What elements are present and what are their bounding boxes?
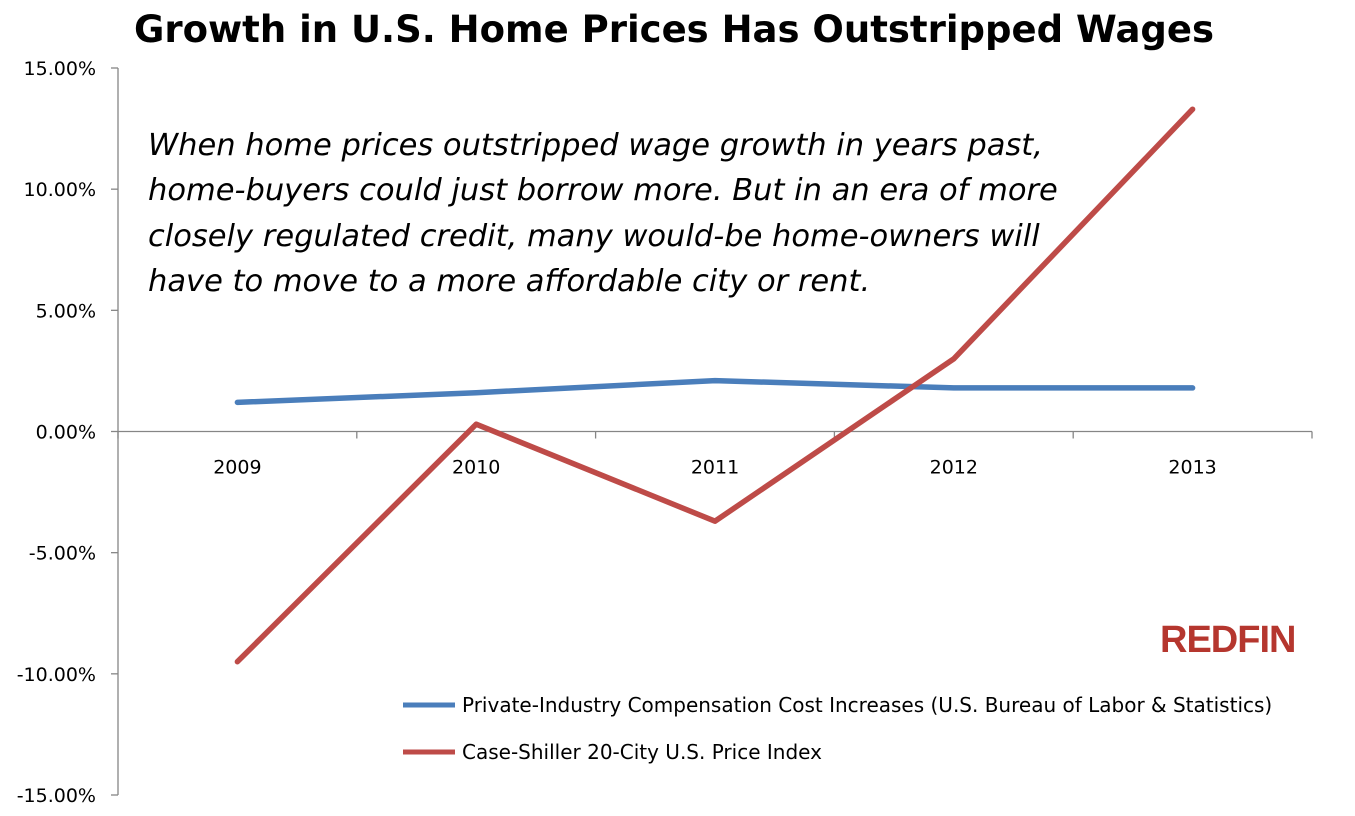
data-point: [712, 518, 718, 524]
data-point: [951, 385, 956, 391]
y-axis: 15.00% 10.00% 5.00% 0.00% -5.00% -10.00% -15.0…: [17, 58, 119, 807]
data-point: [474, 422, 479, 427]
y-tick-label: -15.00%: [17, 785, 96, 807]
annotation-line-2: home-buyers could just borrow more. But …: [148, 173, 1058, 208]
x-tick-label: 2010: [452, 457, 500, 479]
data-point: [235, 400, 240, 405]
legend-label-case-shiller: Case-Shiller 20-City U.S. Price Index: [462, 740, 822, 764]
y-tick-label: 15.00%: [24, 58, 96, 80]
data-point: [1190, 106, 1195, 112]
data-point: [1190, 385, 1195, 391]
y-tick-label: 10.00%: [24, 179, 96, 201]
data-point: [712, 378, 718, 383]
x-tick-label: 2009: [213, 457, 261, 479]
x-axis: 2009 2010 2011 2012 2013: [117, 430, 1313, 479]
legend-label-compensation: Private-Industry Compensation Cost Incre…: [462, 693, 1272, 717]
y-tick-label: 5.00%: [36, 300, 96, 322]
series-layer: [234, 106, 1196, 665]
chart-title: Growth in U.S. Home Prices Has Outstripp…: [134, 8, 1214, 51]
x-tick-label: 2012: [930, 457, 978, 479]
y-tick-label: -5.00%: [29, 543, 96, 565]
annotation-line-1: When home prices outstripped wage growth…: [148, 128, 1043, 163]
annotation-line-4: have to move to a more affordable city o…: [148, 264, 870, 299]
series-line-0: [234, 377, 1196, 406]
x-tick-label: 2013: [1168, 457, 1216, 479]
legend: Private-Industry Compensation Cost Incre…: [403, 693, 1272, 764]
data-point: [951, 356, 956, 361]
y-tick-label: 0.00%: [36, 422, 96, 444]
data-point: [474, 390, 479, 395]
redfin-logo: REDFIN: [1160, 619, 1296, 661]
annotation: When home prices outstripped wage growth…: [148, 128, 1058, 299]
y-tick-label: -10.00%: [17, 664, 96, 686]
x-tick-label: 2011: [691, 457, 739, 479]
redfin-logo-text: REDFIN: [1160, 619, 1295, 661]
data-point: [235, 659, 240, 664]
annotation-line-3: closely regulated credit, many would-be …: [148, 219, 1040, 254]
